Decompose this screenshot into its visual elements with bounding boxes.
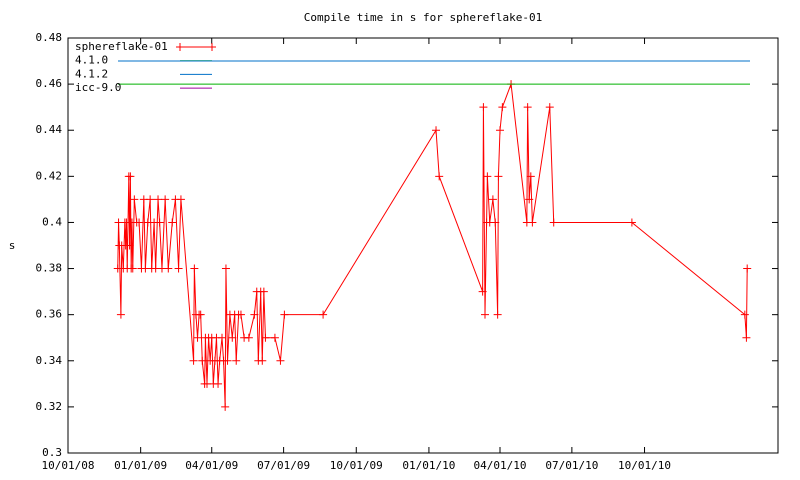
x-tick-label: 04/01/10 (474, 459, 527, 472)
data-point (496, 126, 505, 135)
plot-frame (67, 37, 779, 454)
data-point (525, 195, 534, 204)
data-point (276, 356, 285, 365)
y-tick-label: 0.46 (36, 77, 63, 90)
y-tick-label: 0.34 (36, 354, 63, 367)
legend-label: 4.1.0 (75, 54, 108, 67)
data-point (155, 218, 164, 227)
y-tick-label: 0.3 (42, 446, 62, 459)
data-point (198, 356, 207, 365)
chart-title: Compile time in s for sphereflake-01 (304, 11, 542, 24)
data-point (228, 333, 237, 342)
data-point (135, 218, 144, 227)
data-point (523, 103, 532, 112)
data-point (125, 241, 134, 250)
data-point (261, 333, 270, 342)
data-point (190, 264, 199, 273)
data-point (740, 310, 749, 319)
data-point (545, 103, 554, 112)
data-point (232, 356, 241, 365)
legend-label: icc-9.0 (75, 81, 121, 94)
data-point (494, 172, 503, 181)
data-point (244, 333, 253, 342)
y-tick-label: 0.48 (36, 31, 63, 44)
x-tick-label: 10/01/09 (330, 459, 383, 472)
data-point (236, 310, 245, 319)
data-point (168, 218, 177, 227)
data-point (196, 310, 205, 319)
data-point (479, 103, 488, 112)
y-tick-label: 0.42 (36, 169, 63, 182)
data-point (491, 218, 500, 227)
data-point (483, 172, 492, 181)
x-tick-label: 01/01/09 (114, 459, 167, 472)
data-point (549, 218, 558, 227)
data-point (480, 310, 489, 319)
data-point (126, 172, 135, 181)
data-point (270, 333, 279, 342)
x-tick-label: 01/01/10 (402, 459, 455, 472)
data-point (498, 103, 507, 112)
y-tick-label: 0.4 (42, 215, 62, 228)
y-axis-label: s (9, 239, 16, 252)
x-tick-label: 10/01/08 (42, 459, 95, 472)
data-line (117, 83, 748, 407)
data-point (116, 310, 125, 319)
data-point (176, 195, 185, 204)
data-point (259, 287, 268, 296)
data-point (154, 195, 163, 204)
data-point (743, 264, 752, 273)
x-tick-label: 10/01/10 (618, 459, 671, 472)
legend-label: 4.1.2 (75, 67, 108, 80)
x-tick-label: 07/01/09 (257, 459, 310, 472)
data-point (319, 310, 328, 319)
y-tick-label: 0.32 (36, 400, 63, 413)
data-point (189, 356, 198, 365)
data-point (435, 172, 444, 181)
data-point (218, 333, 227, 342)
data-point (214, 379, 223, 388)
data-point (221, 264, 230, 273)
x-tick-label: 04/01/09 (185, 459, 238, 472)
y-tick-label: 0.38 (36, 262, 63, 275)
data-point (223, 356, 232, 365)
legend-label: sphereflake-01 (75, 40, 168, 53)
data-point (258, 356, 267, 365)
x-tick-label: 07/01/10 (545, 459, 598, 472)
data-point (250, 310, 259, 319)
data-point (164, 264, 173, 273)
legend-marker (208, 43, 216, 51)
data-point (526, 172, 535, 181)
data-point (130, 195, 139, 204)
data-point (221, 402, 230, 411)
data-point (627, 218, 636, 227)
data-point (432, 126, 441, 135)
data-point (280, 310, 289, 319)
data-point (174, 264, 183, 273)
y-tick-label: 0.36 (36, 308, 63, 321)
data-point (742, 333, 751, 342)
data-point (128, 264, 137, 273)
y-tick-label: 0.44 (36, 123, 63, 136)
data-point (193, 333, 202, 342)
data-point (528, 218, 537, 227)
legend-marker (176, 43, 184, 51)
data-point (478, 287, 487, 296)
data-point (493, 310, 502, 319)
data-point (161, 195, 170, 204)
data-point (488, 195, 497, 204)
data-point (146, 195, 155, 204)
